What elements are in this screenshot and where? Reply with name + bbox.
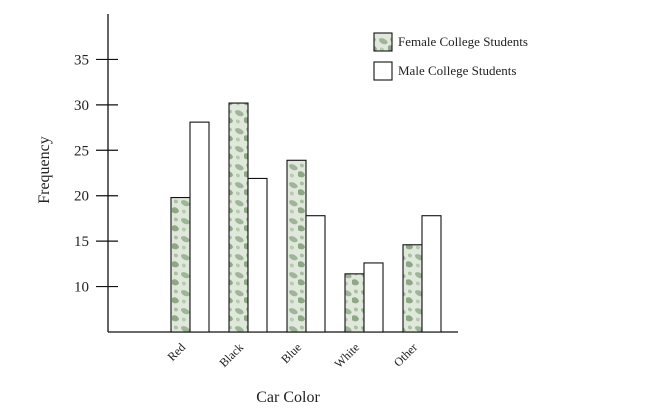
x-tick-label: Other bbox=[391, 340, 420, 369]
bar-black-female bbox=[228, 102, 249, 333]
y-tick-label: 20 bbox=[74, 189, 89, 205]
bar-black-male bbox=[247, 177, 268, 333]
legend-label: Male College Students bbox=[398, 63, 516, 78]
x-axis-ticks: Red Black Blue White Other bbox=[165, 340, 421, 371]
x-tick-label: Black bbox=[216, 340, 246, 370]
y-tick-label: 35 bbox=[74, 52, 89, 68]
y-axis-title: Frequency bbox=[36, 136, 53, 204]
legend-swatch bbox=[373, 32, 393, 52]
legend: Female College Students Male College Stud… bbox=[373, 32, 528, 81]
y-tick-label: 25 bbox=[74, 143, 89, 159]
bar-white-male bbox=[363, 262, 384, 333]
bar-blue-male bbox=[305, 215, 326, 333]
bar-other-male bbox=[421, 215, 442, 333]
bar-blue-female bbox=[286, 159, 307, 333]
legend-label: Female College Students bbox=[398, 34, 528, 49]
y-tick-label: 30 bbox=[74, 98, 89, 114]
axes bbox=[107, 14, 458, 333]
legend-swatch bbox=[373, 61, 393, 81]
x-tick-label: Red bbox=[165, 340, 189, 364]
bar-red-female bbox=[170, 196, 191, 333]
bar-red-male bbox=[189, 121, 210, 333]
y-tick-label: 15 bbox=[74, 234, 89, 250]
bar-white-female bbox=[344, 273, 365, 333]
y-axis-ticks: 10 15 20 25 30 35 bbox=[74, 52, 118, 296]
x-axis-title: Car Color bbox=[256, 389, 320, 406]
y-tick-label: 10 bbox=[74, 280, 89, 296]
bar-other-female bbox=[402, 244, 423, 333]
x-tick-label: Blue bbox=[278, 340, 304, 366]
bars bbox=[170, 102, 442, 333]
x-tick-label: White bbox=[331, 340, 362, 371]
